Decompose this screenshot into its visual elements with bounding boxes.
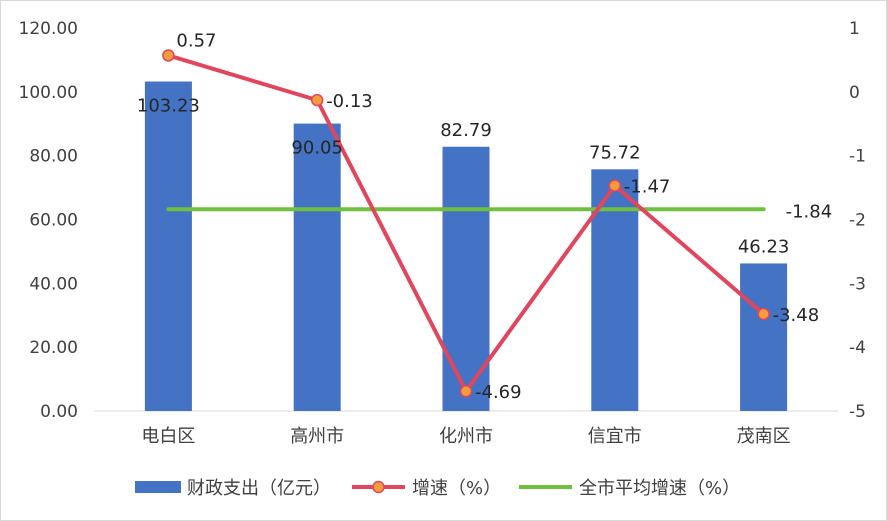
left-tick-label: 0.00: [40, 402, 78, 422]
category-label: 茂南区: [737, 426, 791, 447]
right-tick-label: -4: [849, 338, 866, 358]
growth-value-label: -1.47: [624, 177, 671, 198]
legend-swatch-bar: [135, 481, 181, 493]
bar-value-label: 82.79: [440, 120, 492, 141]
growth-marker: [757, 307, 770, 321]
right-tick-label: -1: [849, 147, 866, 167]
bar: [293, 123, 341, 411]
right-tick-label: -5: [849, 402, 866, 422]
bar: [144, 81, 192, 412]
category-label: 电白区: [141, 426, 195, 447]
data-labels: 103.23 90.05 82.79 75.72 46.23 0.57 -0.13 -4.69…: [137, 30, 832, 403]
left-tick-label: 60.00: [29, 211, 78, 231]
category-label: 化州市: [439, 426, 493, 447]
growth-marker: [608, 179, 622, 192]
bar-value-label: 103.23: [137, 96, 200, 117]
category-label: 高州市: [290, 426, 344, 447]
growth-value-label: -4.69: [475, 382, 522, 403]
growth-value-label: -3.48: [773, 305, 820, 326]
growth-value-label: 0.57: [176, 30, 216, 51]
left-tick-label: 20.00: [29, 338, 78, 358]
right-tick-label: 1: [849, 19, 860, 39]
growth-marker: [162, 49, 175, 62]
legend: 财政支出（亿元） 增速（%） 全市平均增速（%）: [135, 478, 740, 499]
bar-value-label: 75.72: [589, 142, 641, 163]
legend-label: 增速（%）: [412, 478, 501, 499]
growth-marker: [459, 384, 473, 398]
right-tick-label: -2: [849, 211, 866, 231]
left-tick-label: 120.00: [19, 19, 78, 39]
category-label: 信宜市: [588, 426, 642, 447]
legend-marker-growth: [372, 480, 385, 494]
left-tick-label: 100.00: [19, 83, 78, 103]
legend-label: 全市平均增速（%）: [579, 478, 740, 499]
left-tick-label: 40.00: [29, 274, 78, 294]
average-value-label: -1.84: [786, 201, 833, 222]
left-tick-label: 80.00: [29, 147, 78, 167]
right-tick-label: -3: [849, 274, 866, 294]
category-labels: 电白区 高州市 化州市 信宜市 茂南区: [141, 426, 790, 447]
growth-value-label: -0.13: [326, 91, 373, 112]
left-axis-ticks: 0.00 20.00 40.00 60.00 80.00 100.00 120.00: [19, 19, 78, 422]
bar-value-label: 90.05: [291, 138, 343, 159]
right-tick-label: 0: [849, 83, 860, 103]
bar: [740, 263, 788, 411]
growth-marker: [310, 93, 324, 107]
growth-line-series: [162, 49, 770, 398]
right-axis-ticks: -5 -4 -3 -2 -1 0 1: [849, 19, 866, 422]
legend-label: 财政支出（亿元）: [187, 478, 331, 499]
bar-value-label: 46.23: [738, 236, 790, 257]
